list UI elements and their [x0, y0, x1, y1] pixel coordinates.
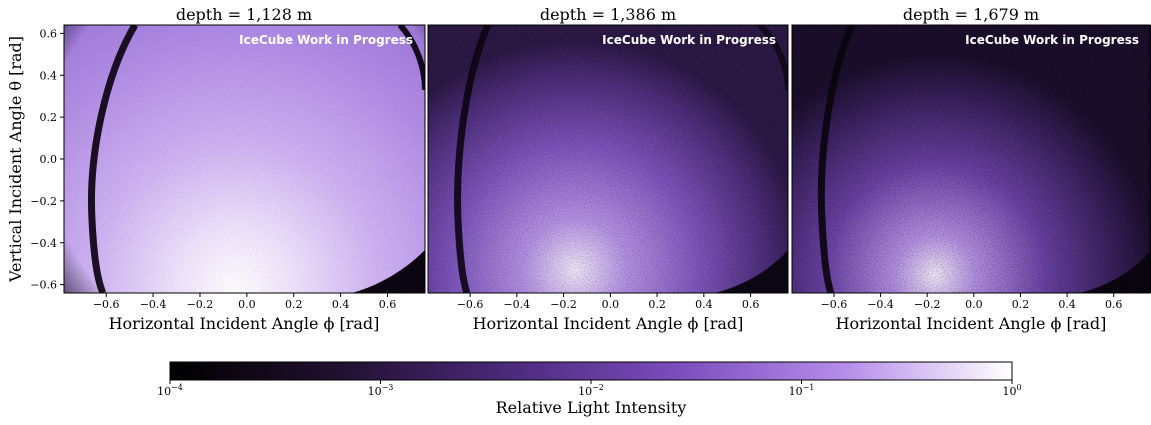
colorbar-tick-label: 10−1 [789, 383, 815, 398]
x-tick-label: 0.4 [332, 298, 350, 311]
colorbar-ticks: 10−4 10−3 10−2 10−1 100 [157, 380, 1022, 398]
x-tick-label: −0.4 [140, 298, 167, 311]
x-tick-label: 0.2 [648, 298, 666, 311]
panel-2-xlabel: Horizontal Incident Angle ϕ [rad] [473, 314, 744, 333]
watermark-3: IceCube Work in Progress [965, 33, 1139, 47]
watermark-1: IceCube Work in Progress [239, 33, 413, 47]
heatmap-3 [792, 25, 1151, 293]
axes-frame-2 [427, 24, 789, 294]
panel-1-xlabel: Horizontal Incident Angle ϕ [rad] [109, 314, 380, 333]
watermark-2: IceCube Work in Progress [602, 33, 776, 47]
x-tick-label: −0.4 [867, 298, 894, 311]
panel-1-ylabel: Vertical Incident Angle θ [rad] [6, 36, 25, 283]
colorbar: 10−4 10−3 10−2 10−1 100 Relative Light Inten… [157, 361, 1022, 417]
colorbar-tick-label: 10−2 [578, 383, 604, 398]
heatmap-2 [428, 25, 788, 293]
panel-1-title: depth = 1,128 m [176, 5, 312, 24]
x-tick-label: −0.2 [187, 298, 214, 311]
y-tick-label: 0.2 [40, 111, 58, 124]
y-tick-label: 0.4 [40, 69, 58, 82]
colorbar-tick-label: 10−4 [157, 383, 183, 398]
x-ticks-1: −0.6 −0.4 −0.2 0.0 0.2 0.4 0.6 [93, 293, 396, 311]
x-tick-label: −0.2 [914, 298, 941, 311]
x-tick-label: −0.2 [550, 298, 577, 311]
y-ticks-1: −0.6 −0.4 −0.2 0.0 0.2 0.4 0.6 [30, 27, 64, 292]
x-tick-label: 0.4 [695, 298, 713, 311]
y-tick-label: −0.6 [30, 279, 57, 292]
x-ticks-3: −0.6 −0.4 −0.2 0.0 0.2 0.4 0.6 [821, 293, 1123, 311]
colorbar-label: Relative Light Intensity [496, 398, 687, 417]
x-tick-label: 0.0 [965, 298, 983, 311]
panel-2: IceCube Work in Progress depth = 1,386 m… [427, 5, 789, 333]
panel-3-xlabel: Horizontal Incident Angle ϕ [rad] [836, 314, 1107, 333]
colorbar-gradient [169, 361, 1013, 381]
y-tick-label: −0.2 [30, 195, 57, 208]
axes-frame-3 [791, 24, 1151, 294]
x-tick-label: 0.2 [285, 298, 303, 311]
heatmap-1 [64, 25, 425, 293]
y-tick-label: −0.4 [30, 237, 57, 250]
x-tick-label: 0.6 [1105, 298, 1123, 311]
heatmap-3-noise [792, 25, 1151, 293]
y-tick-label: 0.6 [40, 27, 58, 40]
x-tick-label: 0.2 [1012, 298, 1030, 311]
panel-3-title: depth = 1,679 m [903, 5, 1039, 24]
x-tick-label: −0.6 [457, 298, 484, 311]
x-tick-label: −0.4 [503, 298, 530, 311]
colorbar-tick-label: 100 [1002, 383, 1021, 398]
panel-2-title: depth = 1,386 m [540, 5, 676, 24]
x-tick-label: −0.6 [93, 298, 120, 311]
x-ticks-2: −0.6 −0.4 −0.2 0.0 0.2 0.4 0.6 [457, 293, 760, 311]
x-tick-label: −0.6 [821, 298, 848, 311]
colorbar-tick-label: 10−3 [368, 383, 394, 398]
panel-3: IceCube Work in Progress depth = 1,679 m… [791, 5, 1151, 333]
y-tick-label: 0.0 [40, 153, 58, 166]
x-tick-label: 0.0 [602, 298, 620, 311]
x-tick-label: 0.6 [379, 298, 397, 311]
heatmap-2-noise [428, 25, 788, 293]
x-tick-label: 0.0 [238, 298, 256, 311]
panel-1: IceCube Work in Progress depth = 1,128 m… [6, 5, 426, 333]
heatmap-1-noise [64, 25, 425, 293]
x-tick-label: 0.6 [742, 298, 760, 311]
x-tick-label: 0.4 [1058, 298, 1076, 311]
